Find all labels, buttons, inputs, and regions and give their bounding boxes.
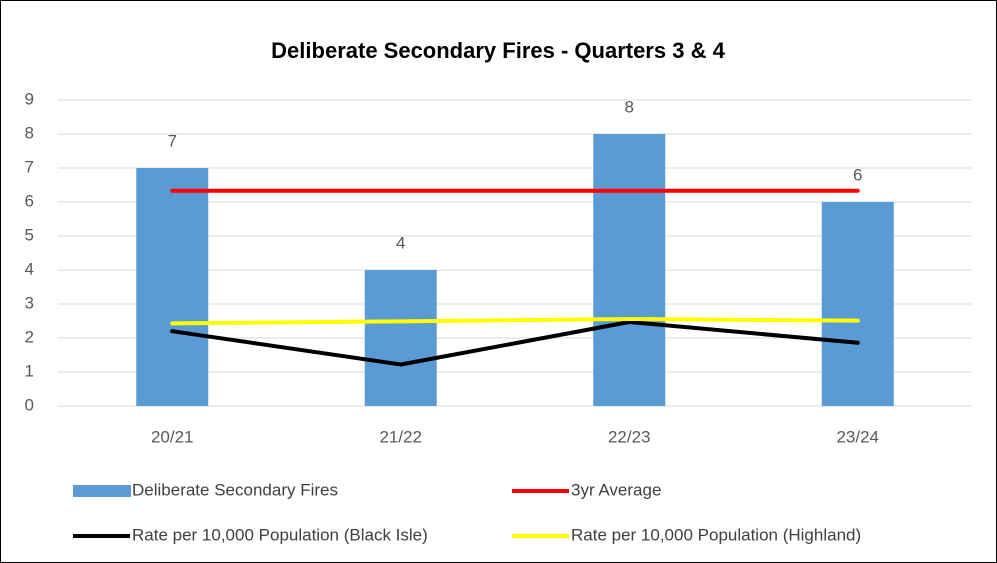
y-tick-label: 4 (25, 259, 34, 278)
data-label: 7 (168, 131, 177, 150)
bar (136, 168, 209, 406)
x-tick-label: 22/23 (608, 427, 651, 446)
legend-label: Rate per 10,000 Population (Black Isle) (132, 525, 428, 544)
y-tick-label: 6 (25, 191, 34, 210)
y-tick-label: 5 (25, 225, 34, 244)
x-tick-label: 20/21 (151, 427, 194, 446)
legend-swatch (73, 485, 131, 497)
y-tick-label: 8 (25, 123, 34, 142)
data-label: 6 (853, 165, 862, 184)
y-tick-label: 0 (25, 395, 34, 414)
line (170, 316, 860, 326)
y-tick-label: 7 (25, 157, 34, 176)
data-label: 8 (625, 97, 634, 116)
bar (364, 270, 437, 406)
bar (821, 202, 894, 406)
y-tick-label: 9 (25, 89, 34, 108)
x-tick-label: 23/24 (836, 427, 879, 446)
legend-label: Rate per 10,000 Population (Highland) (571, 525, 861, 544)
data-label: 4 (396, 233, 405, 252)
chart-title: Deliberate Secondary Fires - Quarters 3 … (271, 38, 725, 63)
legend-label: Deliberate Secondary Fires (132, 480, 338, 499)
bar (593, 134, 666, 406)
line (170, 320, 860, 367)
y-tick-label: 3 (25, 293, 34, 312)
legend-label: 3yr Average (571, 480, 661, 499)
x-tick-label: 21/22 (379, 427, 422, 446)
y-tick-label: 2 (25, 327, 34, 346)
y-tick-label: 1 (25, 361, 34, 380)
